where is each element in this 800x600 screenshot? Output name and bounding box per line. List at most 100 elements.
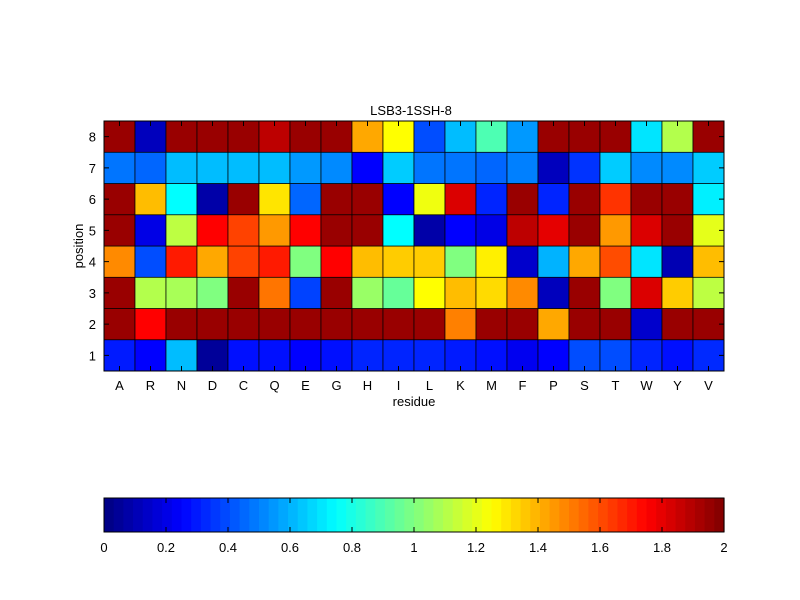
colorbar-swatch [675,498,686,532]
heatmap-cell-D-2 [196,308,229,341]
heatmap-cell-E-6 [289,183,322,216]
heatmap-cell-M-7 [475,151,508,184]
x-axis-label: residue [393,394,436,409]
heatmap-cell-K-1 [444,339,477,372]
x-tick-label: A [115,378,124,393]
heatmap-cell-D-6 [196,183,229,216]
heatmap-cell-N-7 [165,151,198,184]
colorbar-swatch [704,498,715,532]
heatmap-cell-R-1 [134,339,167,372]
colorbar-swatch [617,498,628,532]
colorbar-swatch [694,498,706,532]
x-tick-label: E [301,378,310,393]
colorbar-swatch [123,498,134,532]
colorbar-swatch [113,498,124,532]
heatmap-cell-M-6 [475,183,508,216]
heatmap-cell-T-6 [599,183,632,216]
heatmap-cell-F-2 [506,308,539,341]
chart-title: LSB3-1SSH-8 [370,103,452,118]
heatmap-cell-F-4 [506,245,539,278]
heatmap-cell-H-2 [351,308,384,341]
heatmap-cell-A-5 [103,214,136,247]
x-tick-label: F [519,378,527,393]
colorbar-swatch [414,498,425,532]
colorbar-swatch [220,498,231,532]
colorbar [104,498,725,532]
colorbar-tick-label: 0.8 [343,540,361,555]
y-tick-label: 4 [89,255,96,270]
heatmap-cell-N-8 [165,120,198,153]
colorbar-swatch [588,498,599,532]
x-tick-label: P [549,378,558,393]
y-tick-label: 3 [89,286,96,301]
colorbar-swatch [355,498,367,532]
x-tick-label: G [331,378,341,393]
heatmap-cell-W-3 [630,276,663,309]
heatmap-cell-R-3 [134,276,167,309]
plot-frame [103,120,725,372]
heatmap-cell-Q-6 [258,183,291,216]
heatmap-cell-W-7 [630,151,663,184]
x-tick-label: M [486,378,497,393]
colorbar-swatch [152,498,163,532]
heatmap-cell-E-5 [289,214,322,247]
heatmap-cell-Y-4 [661,245,694,278]
heatmap-cell-M-8 [475,120,508,153]
heatmap-cell-L-7 [413,151,446,184]
y-tick-label: 7 [89,161,96,176]
heatmap-cell-Q-4 [258,245,291,278]
heatmap-cell-S-5 [568,214,601,247]
heatmap-cell-L-2 [413,308,446,341]
colorbar-swatch [646,498,657,532]
colorbar-swatch [365,498,376,532]
colorbar-swatch [346,498,357,532]
colorbar-swatch [607,498,619,532]
x-tick-label: I [397,378,401,393]
heatmap-cell-R-6 [134,183,167,216]
heatmap-cell-R-2 [134,308,167,341]
colorbar-swatch [104,498,115,532]
heatmap-cell-N-3 [165,276,198,309]
heatmap-cell-C-3 [227,276,260,309]
heatmap-cell-K-7 [444,151,477,184]
colorbar-swatch [278,498,289,532]
colorbar-swatch [549,498,560,532]
heatmap-cell-E-7 [289,151,322,184]
heatmap-cell-E-4 [289,245,322,278]
colorbar-swatch [423,498,434,532]
heatmap-cell-G-5 [320,214,353,247]
heatmap-cell-P-4 [537,245,570,278]
heatmap-cell-K-6 [444,183,477,216]
colorbar-swatch [239,498,250,532]
heatmap-cell-Q-2 [258,308,291,341]
heatmap-cell-N-4 [165,245,198,278]
colorbar-swatch [443,498,454,532]
heatmap-cell-T-3 [599,276,632,309]
x-tick-label: Q [269,378,279,393]
heatmap-cell-Y-1 [661,339,694,372]
x-tick-label: K [456,378,465,393]
heatmap-cell-F-3 [506,276,539,309]
colorbar-swatch [578,498,589,532]
heatmap-cell-L-4 [413,245,446,278]
colorbar-swatch [452,498,464,532]
colorbar-swatch [501,498,512,532]
colorbar-swatch [200,498,212,532]
heatmap-cell-M-2 [475,308,508,341]
heatmap-cell-S-4 [568,245,601,278]
colorbar-tick-labels: 0 0.2 0.4 0.6 0.8 1 1.2 1.4 1.6 1.8 2 [100,498,728,555]
colorbar-swatch [636,498,648,532]
heatmap-cell-P-3 [537,276,570,309]
heatmap-cell-G-2 [320,308,353,341]
heatmap-cell-L-5 [413,214,446,247]
y-tick-label: 1 [89,348,96,363]
heatmap-cell-G-7 [320,151,353,184]
heatmap-cell-W-6 [630,183,663,216]
heatmap-cell-A-4 [103,245,136,278]
colorbar-tick-label: 0 [100,540,107,555]
heatmap-cell-A-6 [103,183,136,216]
colorbar-swatch [598,498,609,532]
y-tick-label: 5 [89,223,96,238]
heatmap-cell-G-1 [320,339,353,372]
